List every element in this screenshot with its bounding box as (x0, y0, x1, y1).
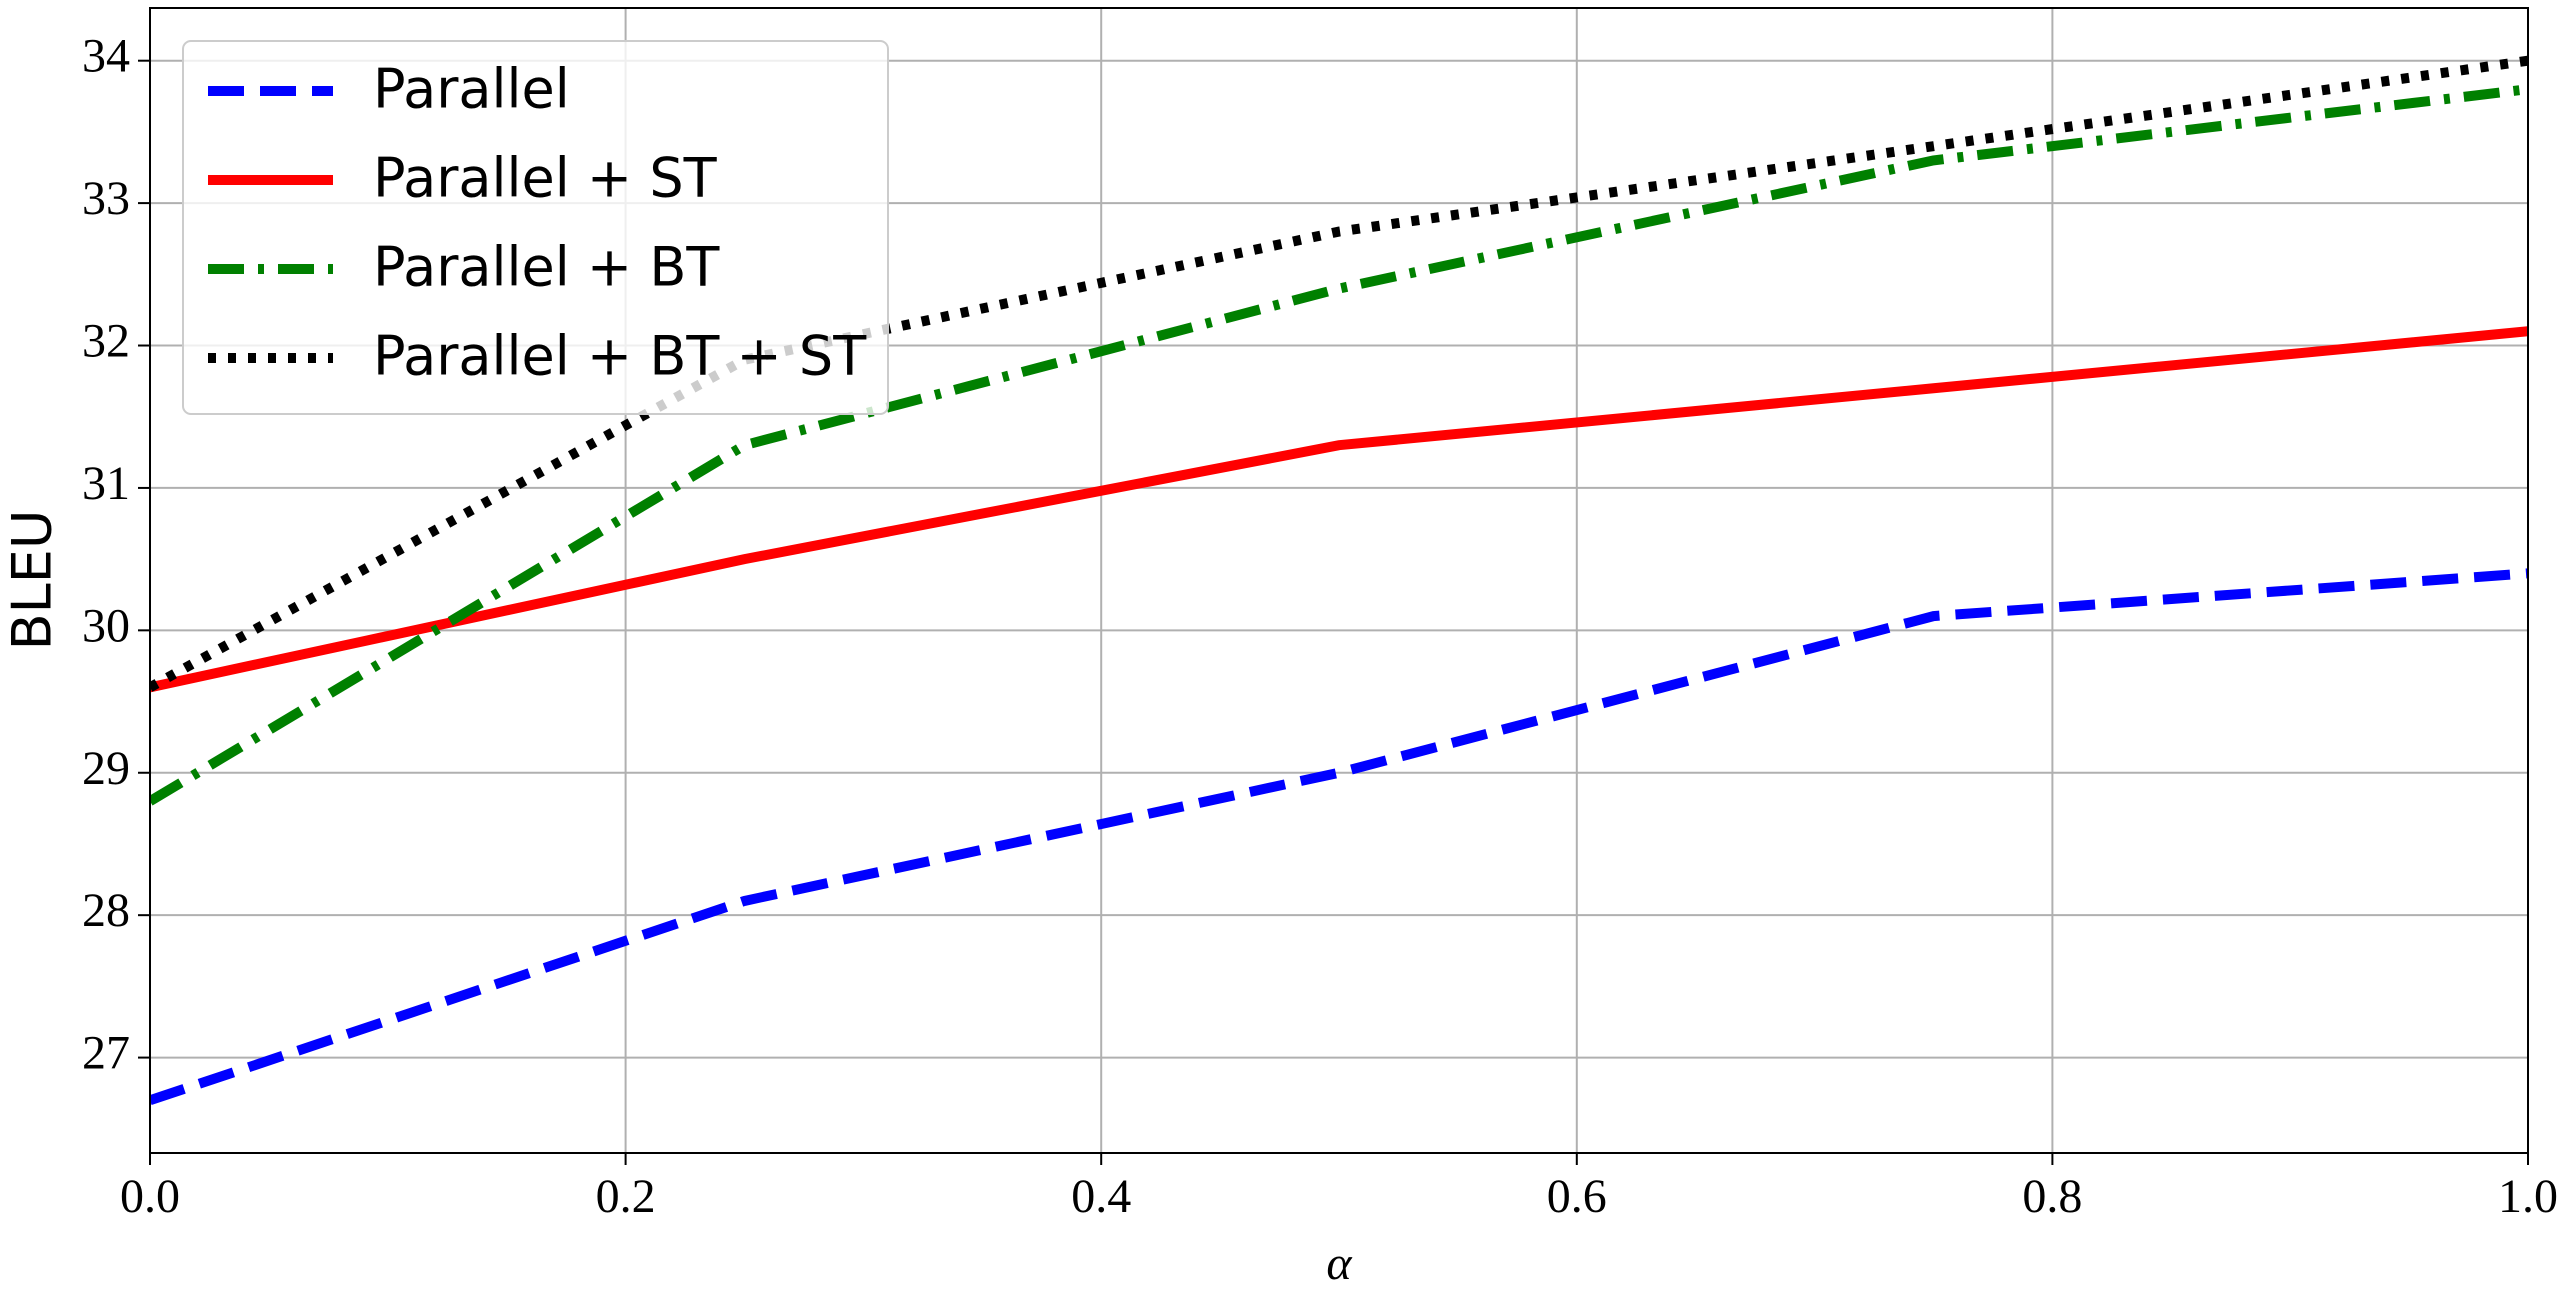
x-tick-label: 0.6 (1547, 1170, 1607, 1223)
y-tick-label: 28 (82, 884, 130, 937)
series-line (150, 55, 2528, 692)
x-tick-label: 1.0 (2498, 1170, 2558, 1223)
y-tick-label: 33 (82, 172, 130, 225)
x-tick-label: 0.4 (1071, 1170, 1131, 1223)
legend-box (182, 40, 889, 415)
y-tick-label: 34 (82, 30, 130, 83)
x-tick-label: 0.2 (596, 1170, 656, 1223)
x-tick-label: 0.0 (120, 1170, 180, 1223)
legend-label: Parallel + BT + ST (373, 325, 867, 388)
y-tick-label: 32 (82, 315, 130, 368)
legend-label: Parallel (373, 58, 570, 121)
legend-label: Parallel + BT (373, 236, 720, 299)
y-tick-label: 30 (82, 599, 130, 652)
y-tick-label: 31 (82, 457, 130, 510)
series-line (150, 568, 2528, 1106)
y-axis-label: BLEU (1, 510, 64, 651)
x-axis-label: α (1326, 1237, 1352, 1290)
y-tick-label: 29 (82, 742, 130, 795)
legend-label: Parallel + ST (373, 147, 718, 210)
y-tick-label: 27 (82, 1027, 130, 1080)
plot-frame (149, 7, 2529, 1154)
x-tick-label: 0.8 (2022, 1170, 2082, 1223)
series-line (150, 84, 2528, 806)
series-line (150, 326, 2528, 693)
